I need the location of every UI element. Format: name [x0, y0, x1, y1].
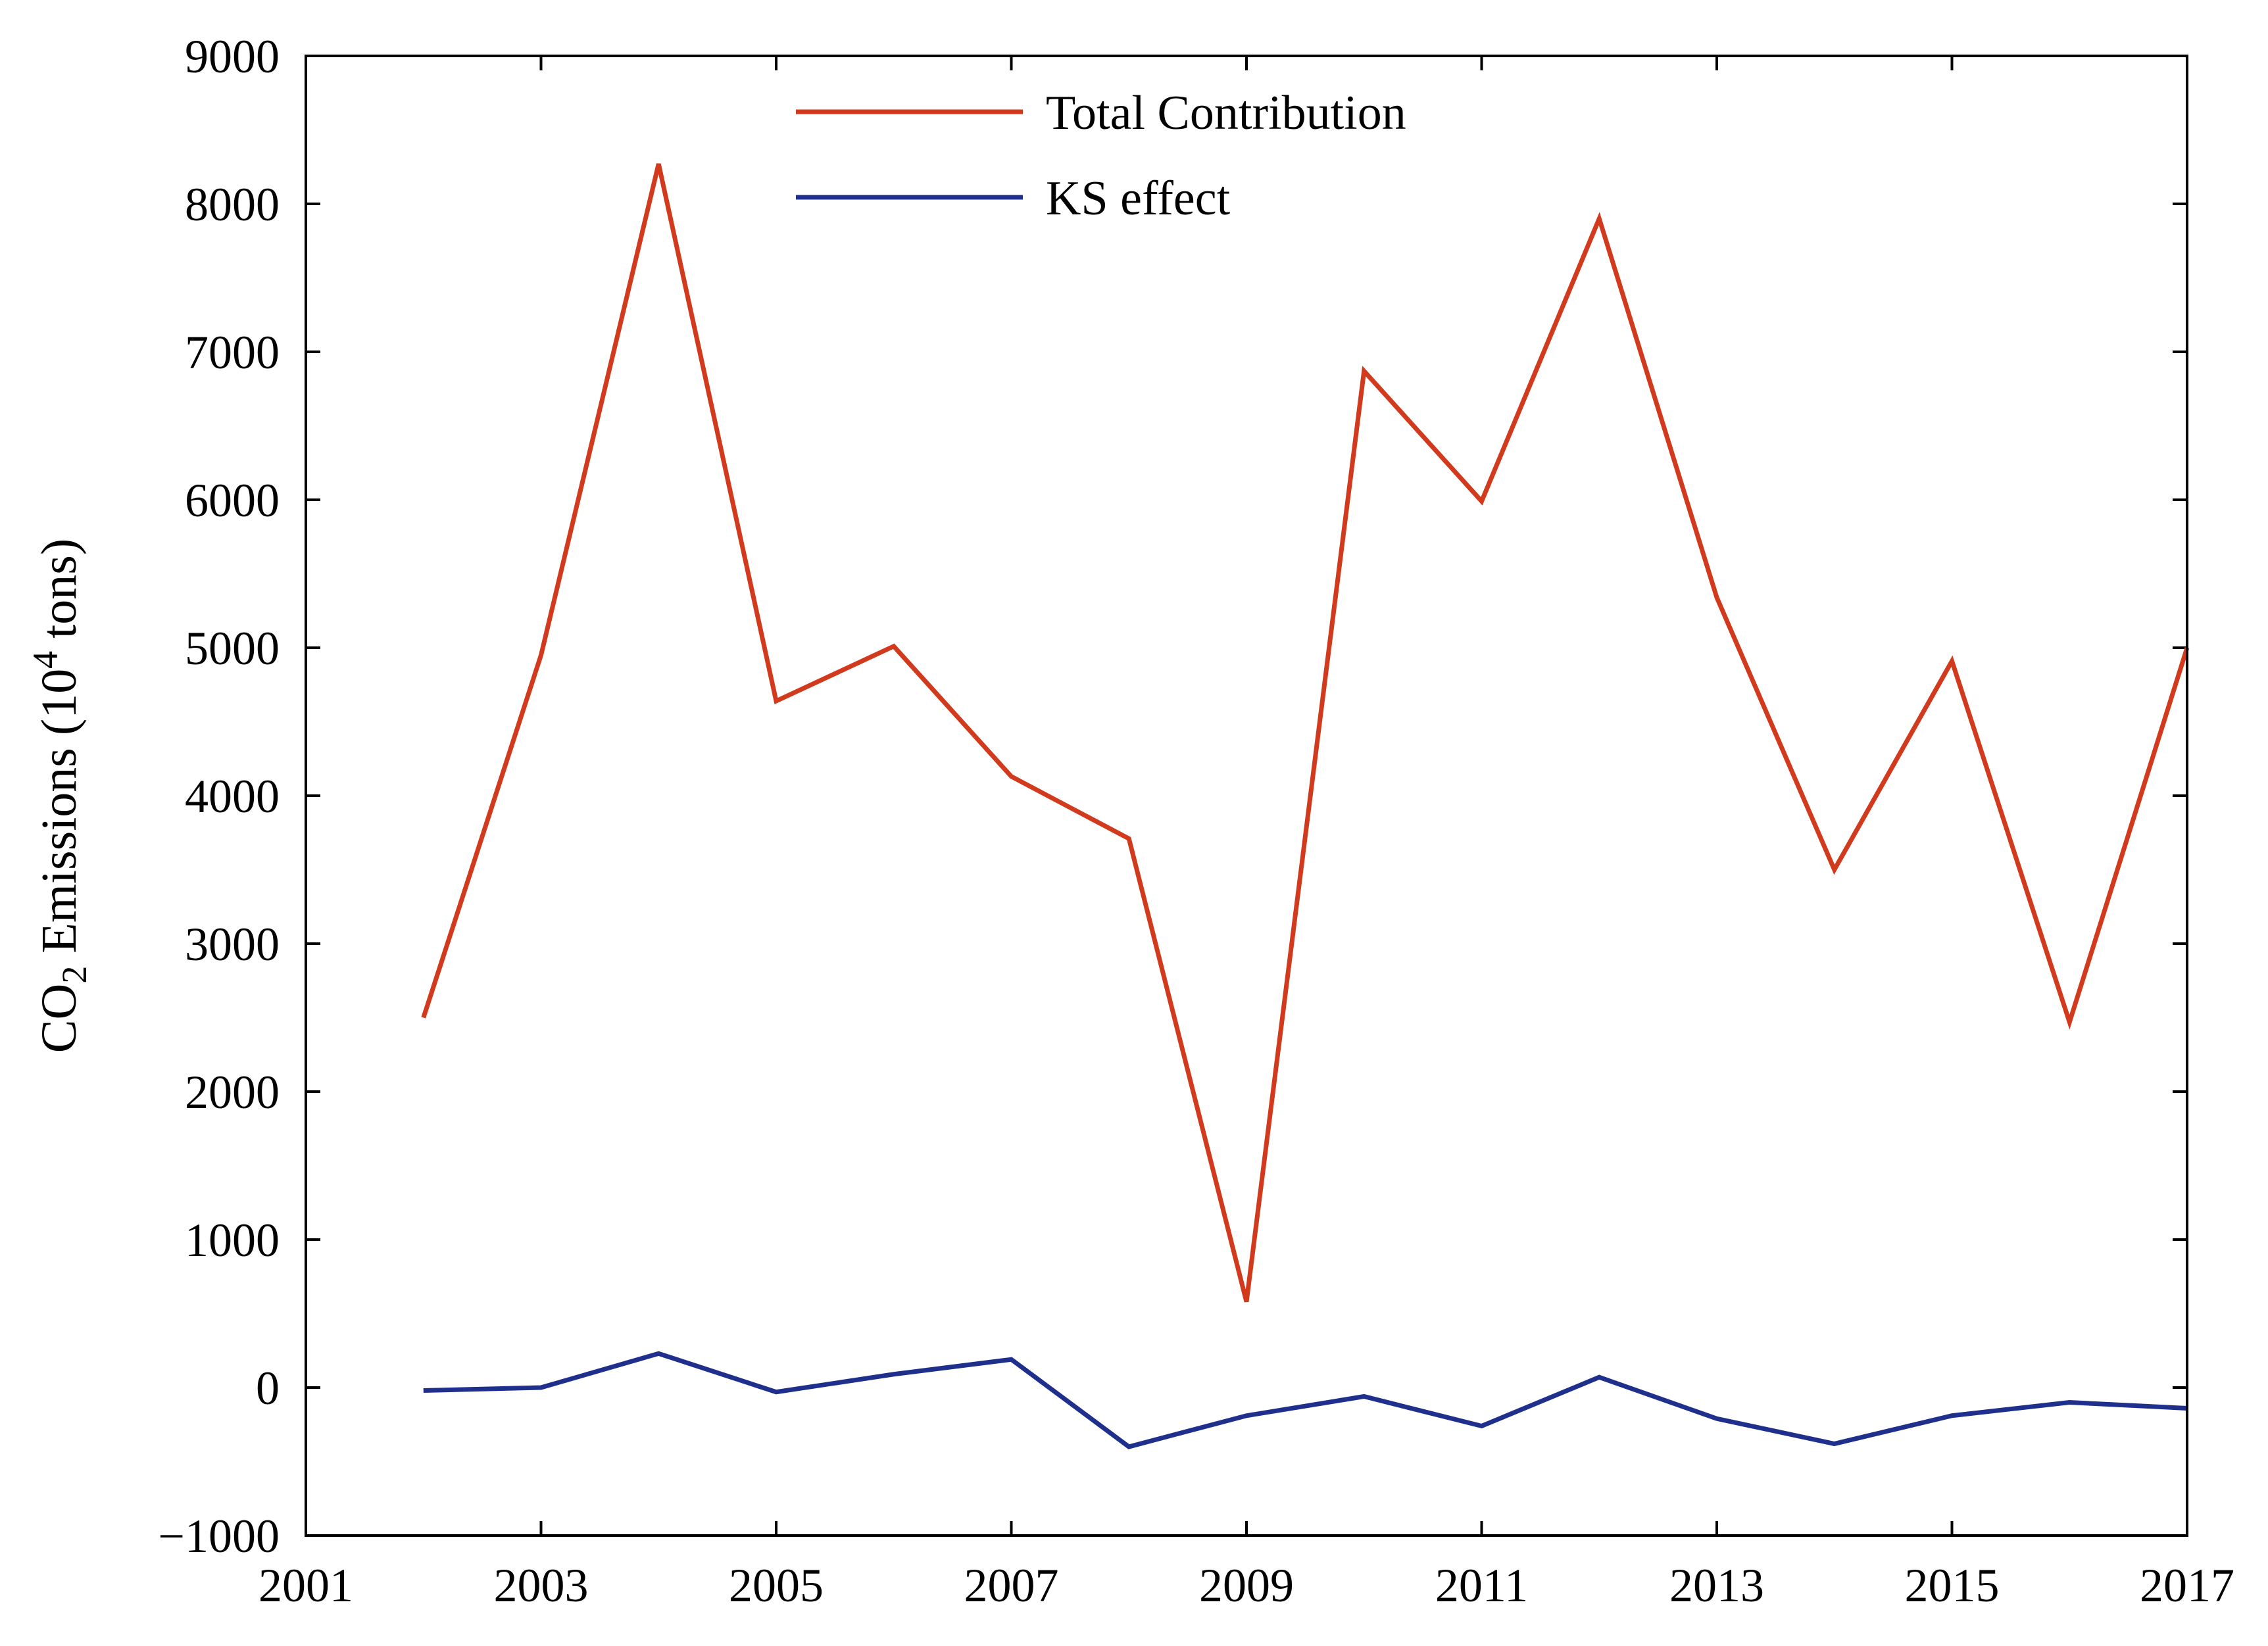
x-tick-label: 2007 — [964, 1559, 1059, 1612]
y-axis-label: CO2 Emissions (104 tons) — [26, 539, 94, 1053]
y-tick-label: −1000 — [158, 1510, 280, 1562]
x-tick-label: 2009 — [1199, 1559, 1294, 1612]
legend-label-ks-effect: KS effect — [1046, 172, 1231, 226]
y-tick-label: 3000 — [185, 918, 280, 971]
y-axis-label-middle: Emissions (10 — [32, 669, 87, 966]
x-tick-label: 2005 — [729, 1559, 824, 1612]
y-axis-label-subscript: 2 — [55, 966, 94, 984]
y-tick-label: 4000 — [185, 770, 280, 823]
x-tick-label: 2017 — [2140, 1559, 2234, 1612]
x-tick-label: 2011 — [1435, 1559, 1528, 1612]
y-tick-label: 8000 — [185, 178, 280, 231]
y-tick-label: 2000 — [185, 1066, 280, 1119]
series-line-ks-effect — [423, 1351, 2188, 1449]
y-tick-label: 9000 — [185, 30, 280, 83]
series-lines — [421, 163, 2190, 1449]
y-axis-label-suffix: tons) — [32, 539, 87, 651]
plot-frame — [305, 55, 2188, 1537]
y-axis-tick-labels: −1000 0 1000 2000 3000 4000 5000 6000 7000 8000 90… — [158, 30, 280, 1562]
legend: Total Contribution KS effect — [796, 86, 1406, 226]
y-tick-label: 7000 — [185, 326, 280, 379]
y-axis-label-superscript: 4 — [26, 651, 65, 669]
axis-ticks — [305, 55, 2188, 1537]
x-tick-label: 2003 — [494, 1559, 589, 1612]
y-tick-label: 5000 — [185, 622, 280, 675]
y-axis-label-prefix: CO — [32, 984, 87, 1053]
x-tick-label: 2015 — [1905, 1559, 2000, 1612]
x-tick-label: 2013 — [1669, 1559, 1764, 1612]
x-axis-tick-labels: 2001 2003 2005 2007 2009 2011 2013 2015 2017 — [259, 1559, 2234, 1612]
series-line-total-contribution — [421, 163, 2190, 1303]
x-tick-label: 2001 — [259, 1559, 353, 1612]
y-tick-label: 6000 — [185, 474, 280, 527]
y-tick-label: 0 — [256, 1362, 280, 1415]
legend-label-total-contribution: Total Contribution — [1046, 86, 1406, 140]
y-tick-label: 1000 — [185, 1214, 280, 1267]
